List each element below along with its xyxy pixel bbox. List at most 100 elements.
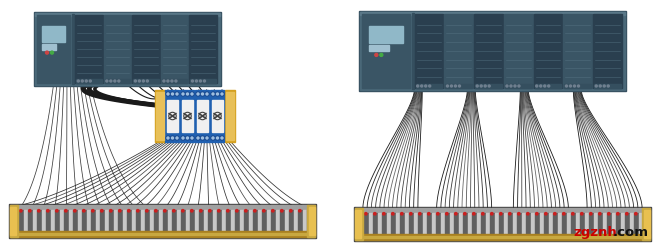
Circle shape [607,85,609,87]
Bar [82,210,86,232]
Bar [69,210,72,232]
Circle shape [100,209,103,212]
Bar [10,205,315,237]
Bar [244,210,248,232]
Circle shape [536,213,538,215]
Bar [309,207,315,235]
Bar [156,92,164,140]
Bar [307,205,315,237]
Circle shape [416,85,418,87]
Circle shape [626,213,628,215]
Circle shape [211,92,215,96]
Bar [284,210,288,232]
Circle shape [182,93,184,95]
Circle shape [147,80,148,82]
Circle shape [190,92,194,96]
Circle shape [220,92,224,96]
Circle shape [578,85,579,87]
Text: .com: .com [613,226,649,239]
Circle shape [172,137,174,139]
Circle shape [166,136,170,140]
Bar [446,84,472,88]
Bar [444,14,473,88]
Bar [535,84,562,88]
Circle shape [28,209,31,212]
Circle shape [182,209,184,212]
Circle shape [570,85,572,87]
Circle shape [50,51,53,54]
Bar [100,210,104,232]
Circle shape [437,213,439,215]
Circle shape [490,213,493,215]
Circle shape [195,80,197,82]
Circle shape [473,213,475,215]
Circle shape [201,136,205,140]
Bar [355,208,363,240]
Circle shape [166,92,170,96]
Bar [195,90,209,142]
Circle shape [290,209,292,212]
Bar [51,210,54,232]
Bar [235,210,239,232]
Bar [564,84,591,88]
Circle shape [517,213,520,215]
Bar [362,14,410,88]
Bar [141,210,144,232]
Bar [217,210,220,232]
Circle shape [463,213,466,215]
Circle shape [209,209,211,212]
Bar [593,213,597,235]
Circle shape [85,80,87,82]
Circle shape [92,209,94,212]
Bar [37,15,71,83]
Circle shape [203,80,205,82]
Circle shape [506,85,508,87]
Bar [359,11,626,91]
Circle shape [201,92,205,96]
Bar [176,210,180,232]
Circle shape [216,136,220,140]
Circle shape [154,209,157,212]
Circle shape [20,209,22,212]
Bar [504,14,533,88]
Bar [165,90,179,142]
Circle shape [226,209,229,212]
Bar [145,210,148,232]
Bar [382,213,385,235]
Bar [373,213,377,235]
Bar [42,26,65,42]
Bar [564,14,592,88]
Bar [486,213,489,235]
Circle shape [554,213,556,215]
Circle shape [595,85,597,87]
Circle shape [272,209,274,212]
Circle shape [635,213,637,215]
Bar [197,100,208,132]
Bar [212,100,223,132]
Circle shape [176,93,178,95]
Bar [355,213,358,235]
Bar [475,14,503,88]
Bar [562,213,566,235]
Circle shape [137,209,139,212]
Bar [553,213,556,235]
Bar [213,210,216,232]
Bar [42,44,56,49]
Circle shape [572,213,574,215]
Circle shape [574,85,576,87]
Bar [355,210,361,238]
Bar [131,210,135,232]
Bar [535,213,539,235]
Bar [302,210,306,232]
Circle shape [527,213,529,215]
Circle shape [77,80,79,82]
Bar [436,213,440,235]
Circle shape [518,85,520,87]
Circle shape [446,213,448,215]
Bar [155,90,165,142]
Bar [405,213,408,235]
Circle shape [170,136,174,140]
Bar [369,26,403,43]
Bar [162,79,187,83]
Circle shape [190,136,194,140]
